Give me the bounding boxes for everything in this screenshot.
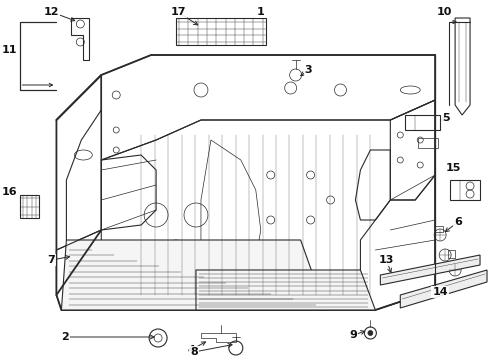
Polygon shape bbox=[400, 270, 486, 308]
Text: 11: 11 bbox=[2, 45, 17, 55]
Text: 14: 14 bbox=[431, 287, 447, 297]
Text: 2: 2 bbox=[61, 332, 69, 342]
Text: 1: 1 bbox=[256, 7, 264, 17]
Text: 9: 9 bbox=[349, 330, 357, 340]
Text: 12: 12 bbox=[43, 7, 59, 17]
Bar bbox=[447, 250, 454, 258]
Polygon shape bbox=[380, 255, 479, 285]
Text: 10: 10 bbox=[436, 7, 451, 17]
Text: 5: 5 bbox=[442, 113, 449, 123]
Bar bbox=[434, 226, 442, 232]
Circle shape bbox=[367, 330, 372, 336]
Polygon shape bbox=[196, 270, 375, 310]
Text: 4: 4 bbox=[187, 345, 195, 355]
Text: 13: 13 bbox=[378, 255, 393, 265]
Text: 17: 17 bbox=[170, 7, 185, 17]
Text: 16: 16 bbox=[2, 187, 18, 197]
Text: 15: 15 bbox=[445, 163, 460, 173]
Polygon shape bbox=[61, 240, 325, 310]
Text: 3: 3 bbox=[304, 65, 312, 75]
Text: 8: 8 bbox=[190, 347, 198, 357]
Text: 7: 7 bbox=[47, 255, 55, 265]
Text: 6: 6 bbox=[453, 217, 461, 227]
